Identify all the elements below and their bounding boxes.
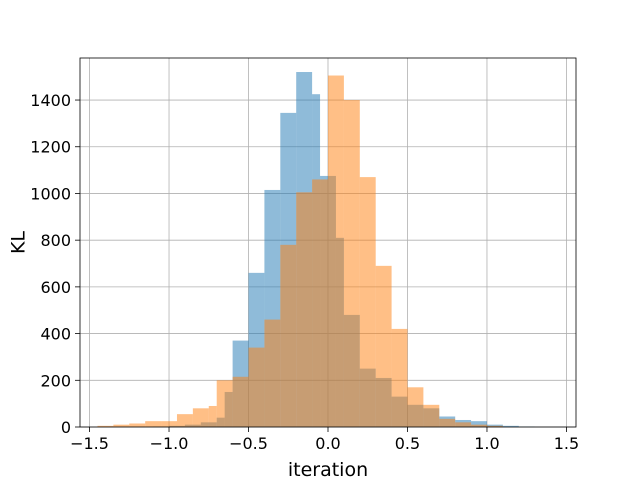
y-tick-label: 600 [40,278,71,297]
y-tick-label: 1000 [30,184,71,203]
x-tick-label: −0.5 [229,434,268,453]
x-tick-label: 0.0 [315,434,340,453]
histogram-bar-series-2 [129,423,146,427]
y-tick-label: 1400 [30,91,71,110]
x-tick-label: 1.0 [474,434,499,453]
histogram-bar-series-1 [502,425,519,427]
y-tick-label: 200 [40,371,71,390]
histogram-bar-series-2 [264,319,281,427]
histogram-bar-series-2 [312,179,328,427]
histogram-bars [97,72,535,428]
histogram-bar-series-1 [471,421,487,427]
y-axis-label: KL [8,231,30,254]
histogram-bar-series-2 [407,387,424,427]
histogram-bar-series-2 [359,177,376,427]
histogram-bar-series-2 [192,408,209,427]
x-tick-label: −1.5 [70,434,109,453]
y-tick-label: 800 [40,231,71,250]
histogram-bar-series-2 [296,192,313,427]
histogram-bar-series-2 [391,328,408,427]
y-tick-label: 400 [40,325,71,344]
histogram-bar-series-2 [486,425,503,427]
x-tick-label: 1.5 [554,434,579,453]
histogram-bar-series-2 [216,380,233,427]
y-tick-label: 0 [61,418,71,437]
histogram-bar-series-2 [113,424,130,427]
histogram-bar-series-2 [161,421,177,427]
x-tick-label: 0.5 [395,434,420,453]
histogram-bar-series-2 [471,424,487,427]
histogram-bar-series-2 [145,421,162,427]
histogram-bar-series-2 [455,422,472,427]
axis-ticks: −1.5 −1.0 −0.5 0.0 0.5 1.0 1.5 0 200 400 600 800 100… [30,91,579,453]
histogram-bar-series-2 [280,244,297,427]
histogram-bar-series-2 [232,376,249,427]
histogram-bar-series-2 [343,100,360,428]
x-axis-label: iteration [288,459,368,480]
y-tick-label: 1200 [30,138,71,157]
histogram-bar-series-2 [97,425,114,427]
histogram-bar-series-2 [248,347,265,427]
x-tick-label: −1.0 [150,434,189,453]
histogram-bar-series-2 [439,418,456,427]
histogram-bar-series-2 [375,265,392,427]
histogram-bar-series-2 [328,75,344,428]
histogram-bar-series-2 [423,404,440,427]
histogram-bar-series-2 [208,405,217,427]
histogram-bar-series-2 [176,414,193,427]
